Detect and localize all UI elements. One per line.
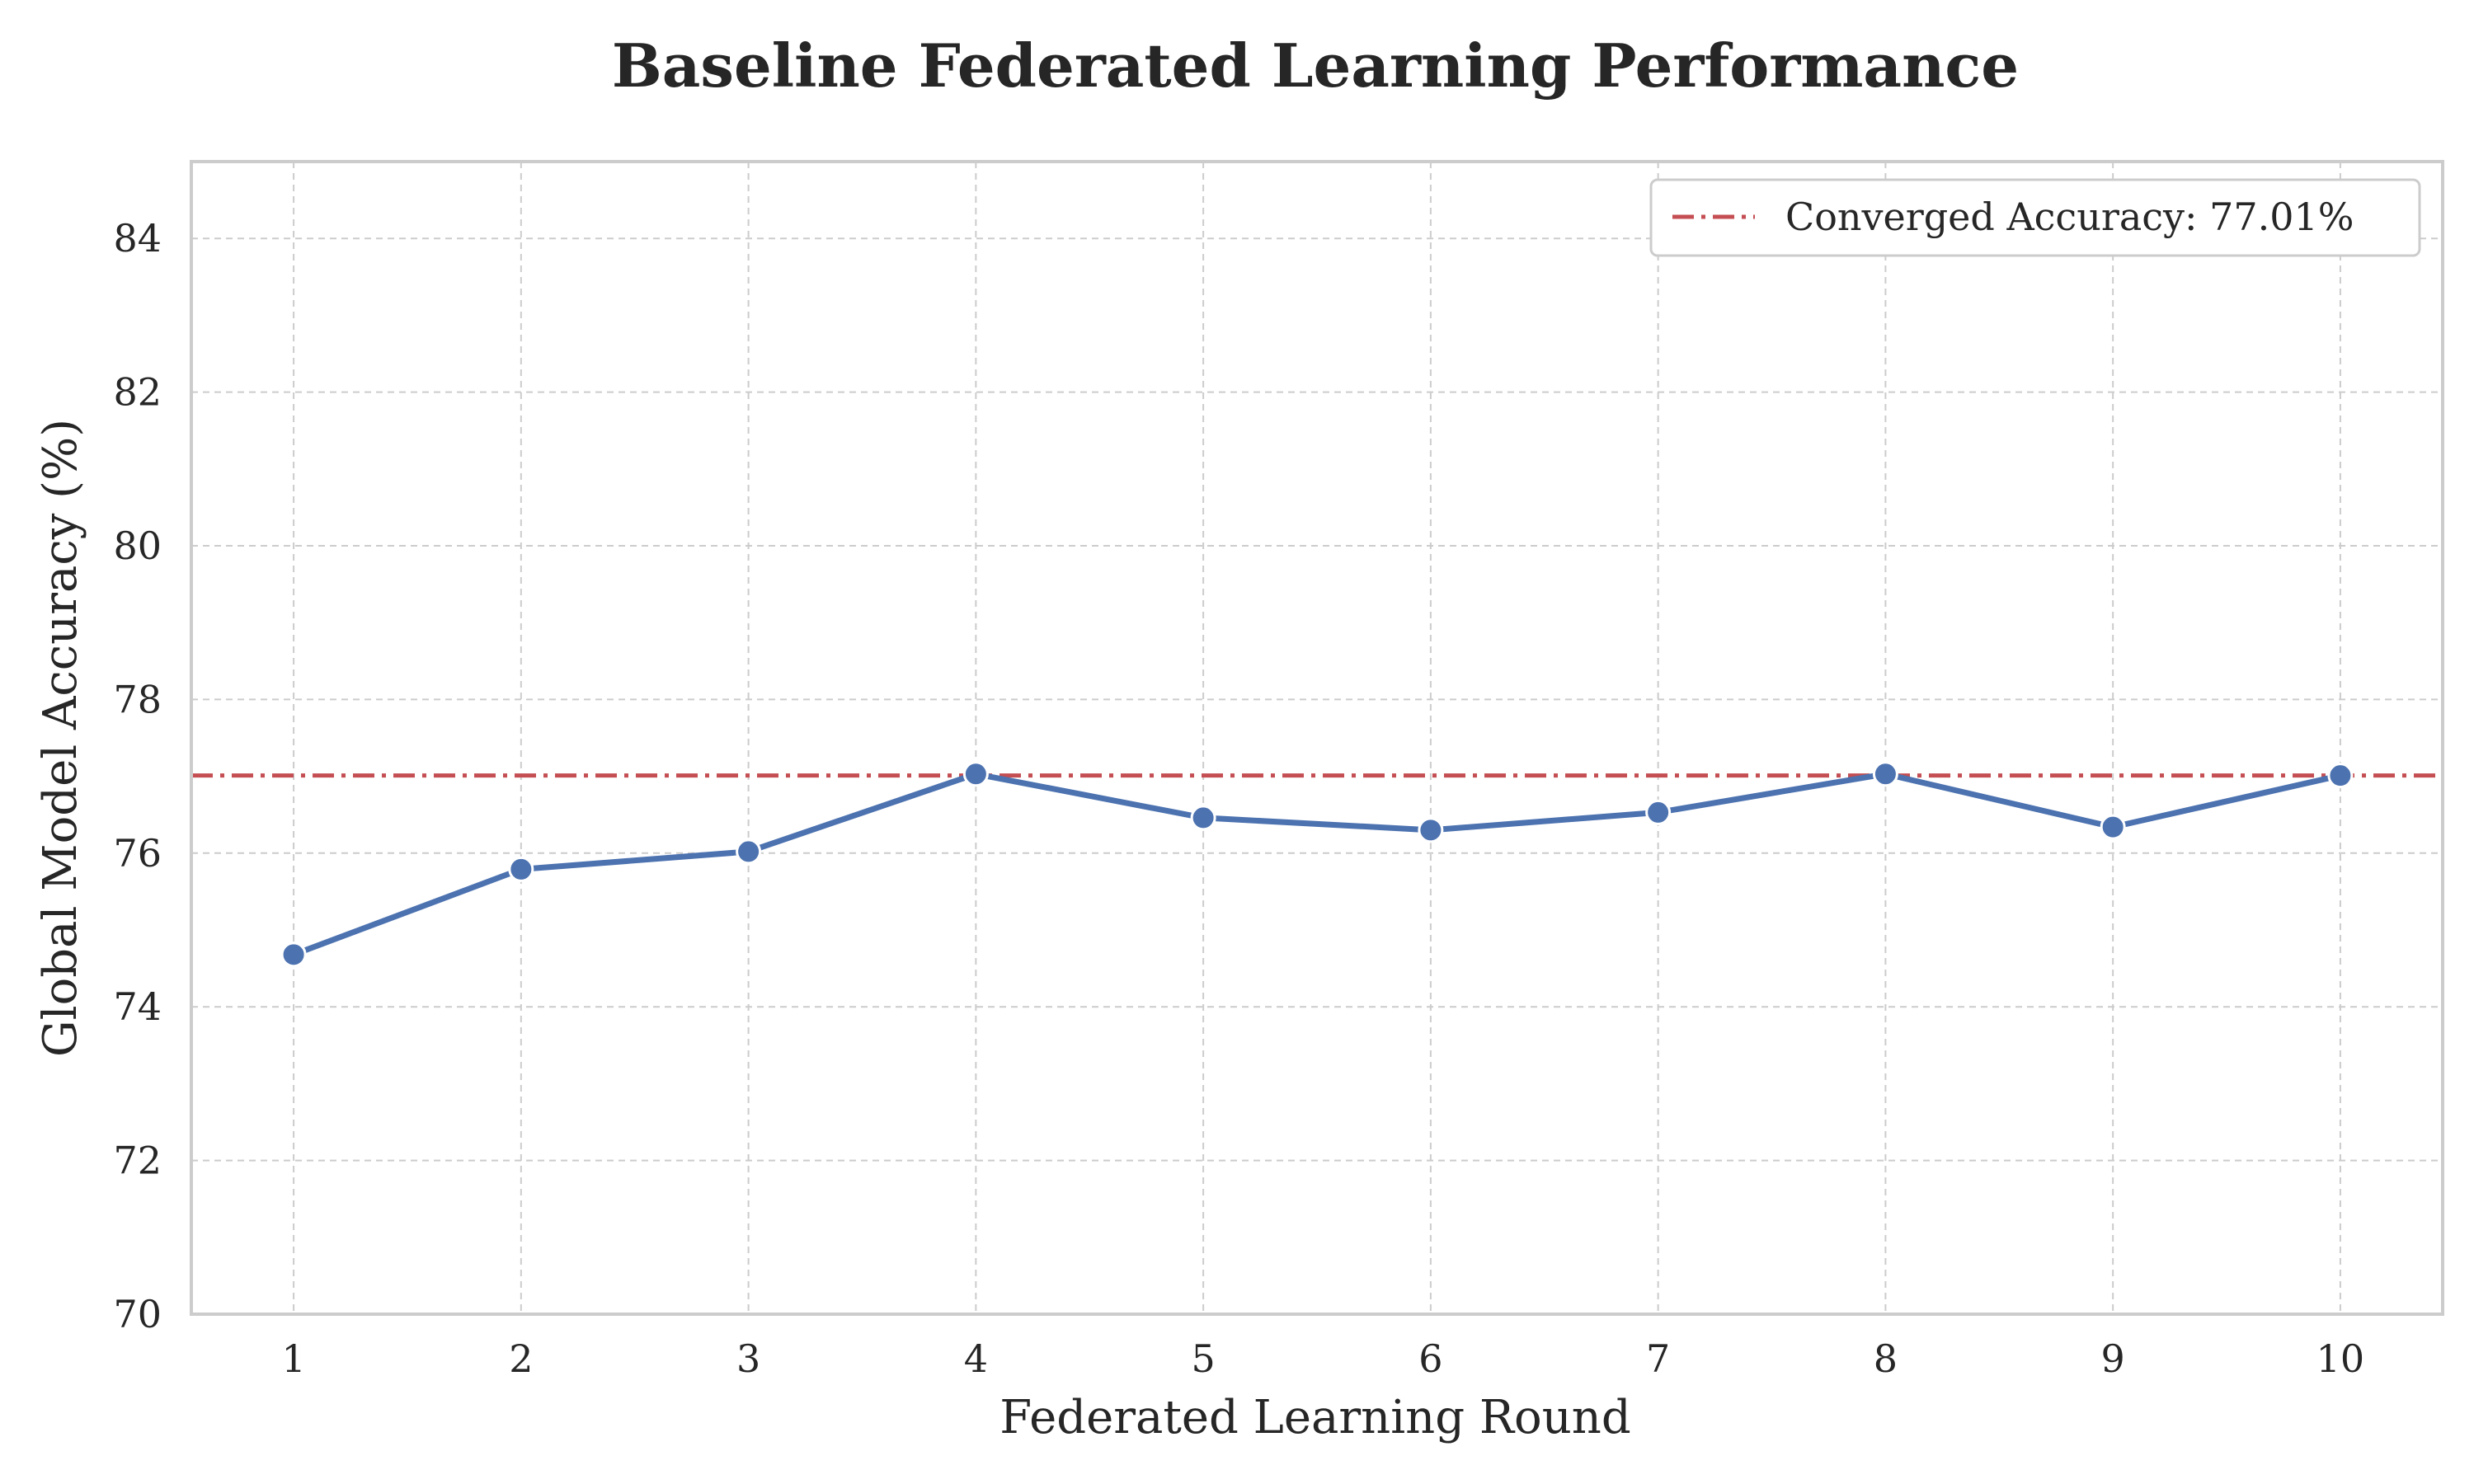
x-tick-label: 3 bbox=[736, 1336, 760, 1381]
x-tick-label: 10 bbox=[2316, 1336, 2365, 1381]
data-point bbox=[1190, 805, 1216, 831]
series-group bbox=[280, 761, 2354, 968]
data-point bbox=[1418, 817, 1444, 843]
x-tick-label: 2 bbox=[509, 1336, 533, 1381]
y-tick-label: 72 bbox=[113, 1139, 162, 1183]
y-tick-label: 78 bbox=[113, 677, 162, 721]
data-point bbox=[1872, 761, 1898, 787]
y-tick-label: 76 bbox=[113, 831, 162, 876]
legend-box bbox=[1649, 178, 2421, 257]
data-point bbox=[2100, 814, 2126, 840]
legend: Converged Accuracy: 77.01% bbox=[1649, 178, 2421, 257]
x-tick-label: 7 bbox=[1646, 1336, 1670, 1381]
y-axis-label: Global Model Accuracy (%) bbox=[34, 419, 87, 1057]
grid bbox=[191, 162, 2443, 1315]
data-point bbox=[2327, 763, 2354, 789]
x-tick-label: 6 bbox=[1418, 1336, 1442, 1381]
y-tick-label: 84 bbox=[113, 216, 162, 261]
x-tick-label: 5 bbox=[1191, 1336, 1215, 1381]
y-tick-label: 80 bbox=[113, 524, 162, 568]
data-point bbox=[280, 942, 307, 968]
x-tick-label: 8 bbox=[1874, 1336, 1898, 1381]
x-tick-label: 9 bbox=[2101, 1336, 2125, 1381]
x-tick-label: 1 bbox=[281, 1336, 305, 1381]
data-point bbox=[508, 856, 534, 882]
legend-label: Converged Accuracy: 77.01% bbox=[1785, 195, 2354, 239]
y-tick-label: 82 bbox=[113, 370, 162, 415]
y-tick-label: 70 bbox=[113, 1292, 162, 1336]
plot-frame bbox=[190, 160, 2444, 1316]
x-tick-labels: 1 2 3 4 5 6 7 8 9 10 bbox=[281, 1336, 2364, 1381]
x-axis-label: Federated Learning Round bbox=[999, 1391, 1630, 1444]
y-tick-label: 74 bbox=[113, 984, 162, 1029]
data-point bbox=[736, 838, 762, 865]
x-tick-label: 4 bbox=[964, 1336, 988, 1381]
y-tick-labels: 70 72 74 76 78 80 82 84 bbox=[113, 216, 162, 1336]
series-line bbox=[290, 771, 2344, 958]
data-point bbox=[1645, 799, 1672, 825]
data-point bbox=[962, 761, 989, 787]
chart-title: Baseline Federated Learning Performance bbox=[612, 31, 2019, 101]
